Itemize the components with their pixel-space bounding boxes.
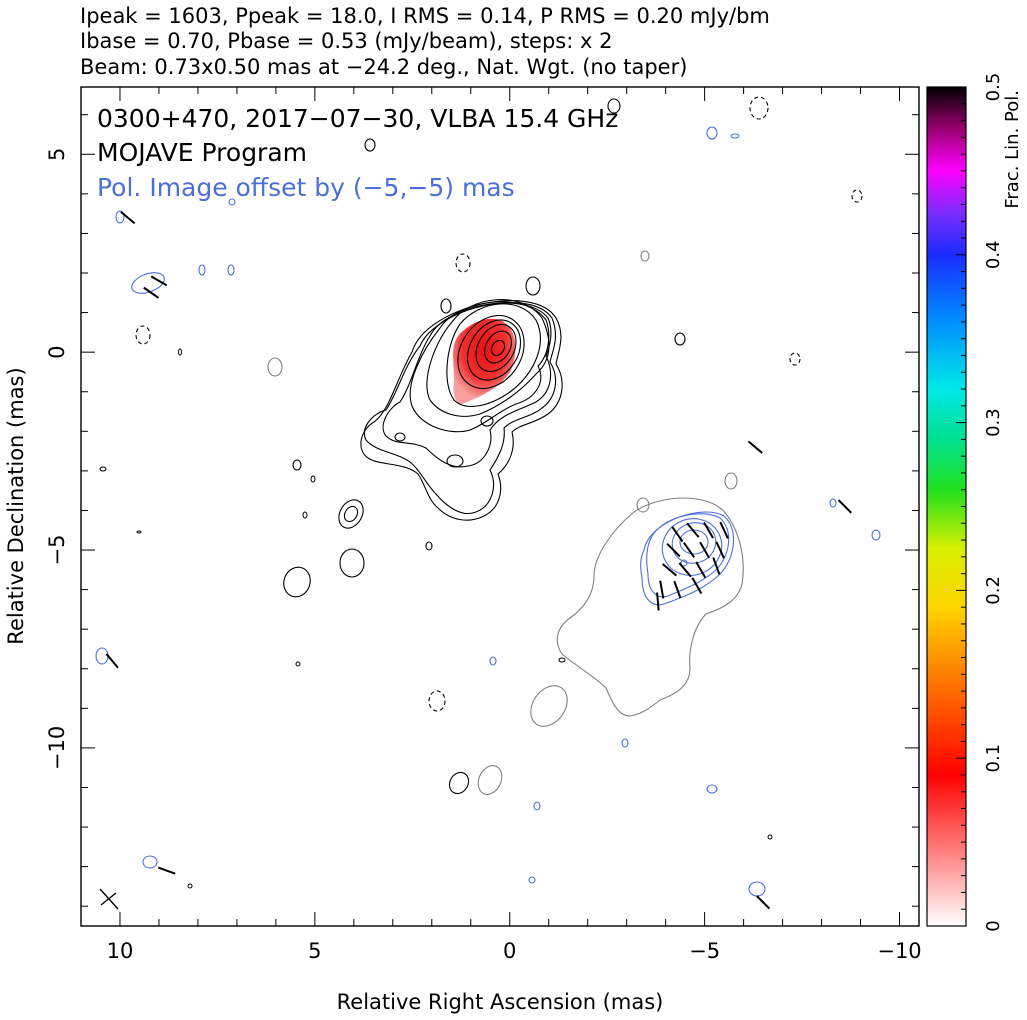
y-tick-label: −5 [45,535,69,566]
evpa-tick [699,541,710,559]
evpa-tick [656,592,660,611]
stokes-i-contours [283,98,686,795]
evpa-tick [683,542,696,558]
evpa-tick [712,557,721,575]
colorbar-tick-label: 0 [983,920,1004,931]
plot-axes: 10 5 0 −5 −10 5 0 −5 −10 [45,86,922,963]
y-tick-label: 5 [45,148,69,161]
plot-frame [80,86,920,927]
evpa-tick [686,522,700,538]
colorbar-ticks: 0 0.1 0.2 0.3 0.4 0.5 [956,73,1004,932]
evpa-tick [105,653,119,669]
x-tick-label: −10 [877,939,921,963]
evpa-tick [678,562,692,578]
header-line-2: Ibase = 0.70, Pbase = 0.53 (mJy/beam), s… [80,29,612,53]
colorbar-tick-label: 0.2 [983,576,1004,605]
offset-i-contours [267,250,744,795]
colorbar-tick-label: 0.3 [983,408,1004,437]
y-tick-label: 0 [45,345,69,358]
evpa-tick [695,561,707,579]
x-tick-label: −5 [689,939,720,963]
evpa-tick [659,580,665,599]
header-line-3: Beam: 0.73x0.50 mas at −24.2 deg., Nat. … [80,55,687,79]
x-tick-label: 5 [308,939,321,963]
colorbar-tick-label: 0.5 [983,73,1004,102]
evpa-tick [715,541,725,559]
x-tick-label: 10 [107,939,134,963]
map-title: 0300+470, 2017−07−30, VLBA 15.4 GHz [97,104,618,133]
evpa-tick [719,521,729,539]
evpa-tick [120,211,136,225]
evpa-tick [157,866,176,875]
evpa-tick [703,521,714,539]
evpa-tick [747,440,763,454]
evpa-vectors [105,211,853,910]
header-line-1: Ipeak = 1603, Ppeak = 18.0, I RMS = 0.14… [80,4,770,28]
pol-intensity-contours [95,126,881,897]
beam-marker [99,888,119,910]
x-tick-label: 0 [503,939,516,963]
colorbar: 0 0.1 0.2 0.3 0.4 0.5 Frac. Lin. Pol. [926,73,1023,932]
evpa-tick [666,542,681,558]
evpa-tick [143,286,160,299]
colorbar-tick-label: 0.1 [983,744,1004,773]
evpa-tick [662,563,678,577]
evpa-tick [756,895,771,910]
program-label: MOJAVE Program [97,138,307,167]
contour-specks [99,348,773,889]
plot-area [95,96,881,910]
y-axis-label: Relative Declination (mas) [4,367,28,644]
evpa-tick [691,577,703,594]
colorbar-tick-label: 0.4 [983,240,1004,269]
colorbar-label: Frac. Lin. Pol. [1002,90,1023,209]
negative-contours [135,96,863,712]
y-tick-label: −10 [45,726,69,770]
evpa-tick [671,526,684,543]
evpa-tick [837,499,853,514]
evpa-tick [150,275,168,287]
pol-offset-note: Pol. Image offset by (−5,−5) mas [97,173,515,202]
evpa-tick [673,580,682,599]
colorbar-gradient [926,86,967,927]
x-axis-label: Relative Right Ascension (mas) [337,990,664,1014]
